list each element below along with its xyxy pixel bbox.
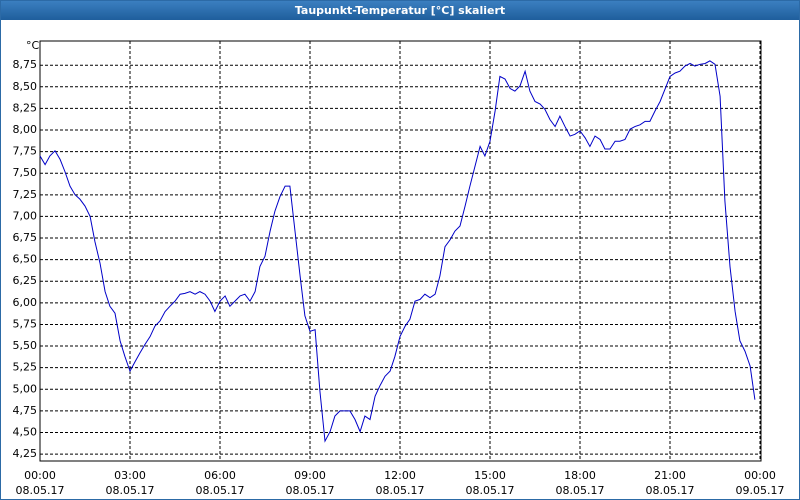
x-tick-label: 15:00 — [474, 469, 506, 482]
y-tick-label: 6,50 — [13, 253, 38, 266]
x-tick-date: 08.05.17 — [286, 484, 335, 497]
y-tick-label: 6,25 — [13, 274, 38, 287]
y-tick-label: 6,00 — [13, 296, 38, 309]
x-tick-label: 21:00 — [654, 469, 686, 482]
x-tick-date: 08.05.17 — [556, 484, 605, 497]
y-tick-label: 4,50 — [13, 425, 38, 438]
y-tick-label: 7,00 — [13, 209, 38, 222]
y-tick-label: 7,50 — [13, 166, 38, 179]
y-tick-label: 5,00 — [13, 382, 38, 395]
x-tick-label: 09:00 — [294, 469, 326, 482]
x-tick-date: 08.05.17 — [376, 484, 425, 497]
x-tick-date: 08.05.17 — [106, 484, 155, 497]
x-tick-date: 09.05.17 — [736, 484, 785, 497]
x-tick-label: 00:00 — [24, 469, 56, 482]
x-tick-date: 08.05.17 — [466, 484, 515, 497]
y-tick-label: 6,75 — [13, 231, 38, 244]
y-tick-label: 7,25 — [13, 188, 38, 201]
x-tick-date: 08.05.17 — [646, 484, 695, 497]
y-tick-label: 4,25 — [13, 447, 38, 460]
y-tick-label: 8,00 — [13, 123, 38, 136]
y-tick-label: 7,75 — [13, 145, 38, 158]
y-tick-label: 5,50 — [13, 339, 38, 352]
y-tick-label: 5,25 — [13, 361, 38, 374]
y-tick-label: 4,75 — [13, 404, 38, 417]
x-tick-label: 00:00 — [744, 469, 776, 482]
y-tick-label: 5,75 — [13, 317, 38, 330]
x-tick-label: 18:00 — [564, 469, 596, 482]
x-tick-date: 08.05.17 — [196, 484, 245, 497]
data-line — [39, 60, 756, 443]
title-bar: Taupunkt-Temperatur [°C] skaliert — [1, 1, 799, 20]
x-tick-date: 08.05.17 — [16, 484, 65, 497]
y-tick-label: 8,75 — [13, 58, 38, 71]
y-tick-label: 8,25 — [13, 101, 38, 114]
y-unit: °C — [26, 39, 40, 52]
x-tick-label: 12:00 — [384, 469, 416, 482]
x-tick-label: 03:00 — [114, 469, 146, 482]
y-tick-label: 8,50 — [13, 80, 38, 93]
x-tick-label: 06:00 — [204, 469, 236, 482]
